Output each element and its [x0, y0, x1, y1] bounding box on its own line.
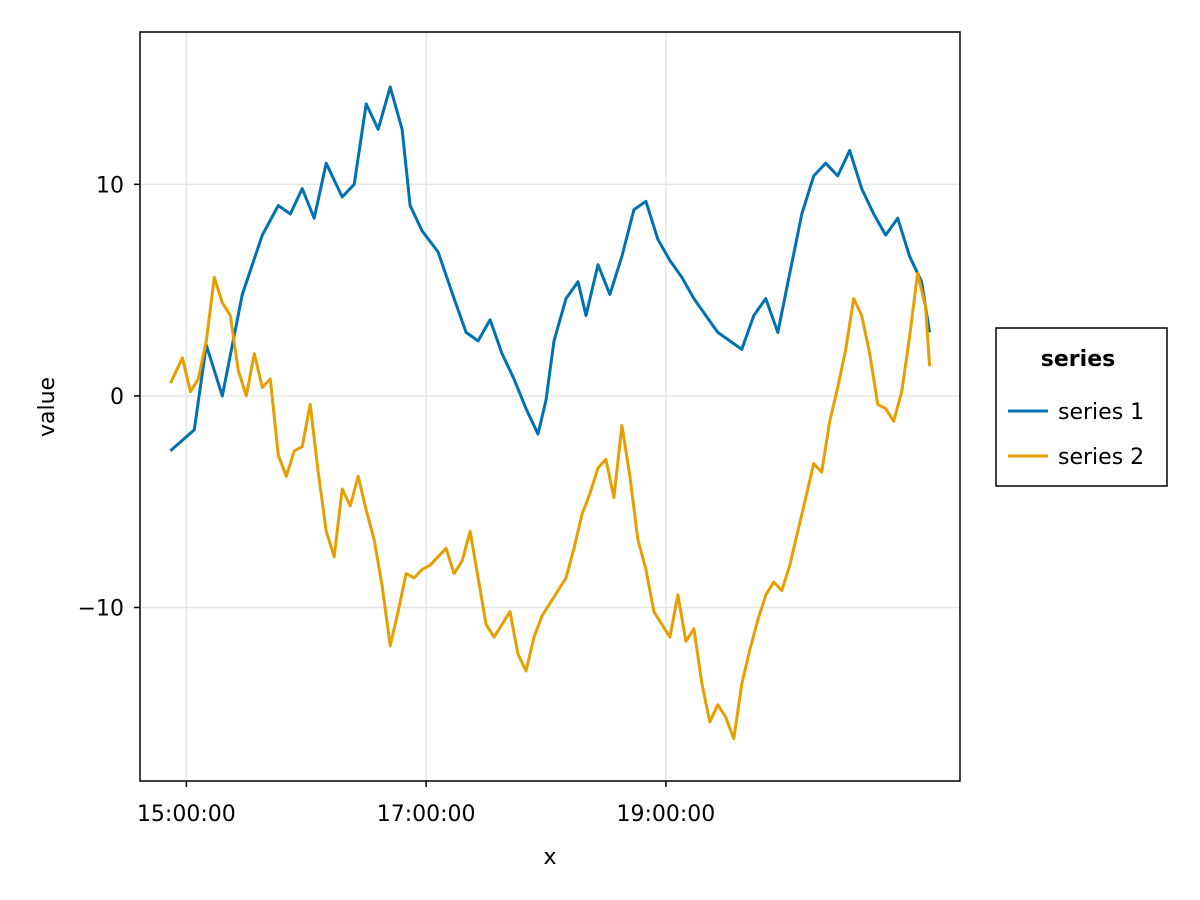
y-axis-label: value	[35, 377, 60, 437]
x-tick-label: 19:00:00	[616, 802, 715, 827]
legend-title: series	[1041, 347, 1115, 372]
y-tick-label: −10	[78, 597, 124, 622]
plot-frame	[139, 31, 961, 782]
y-axis-ticks: −10 0 10	[78, 173, 140, 622]
x-tick-label: 15:00:00	[137, 802, 236, 827]
legend-label-series-2: series 2	[1058, 445, 1144, 470]
legend-label-series-1: series 1	[1058, 400, 1144, 425]
legend-box	[995, 327, 1168, 487]
y-tick-label: 10	[96, 173, 124, 198]
legend: series series 1 series 2	[995, 327, 1168, 487]
y-tick-label: 0	[110, 385, 124, 410]
series-line-2	[169, 271, 932, 741]
series-lines	[169, 85, 932, 741]
x-axis-ticks: 15:00:00 17:00:00 19:00:00	[137, 781, 715, 827]
grid-lines	[140, 32, 960, 781]
x-tick-label: 17:00:00	[377, 802, 476, 827]
x-axis-label: x	[543, 845, 556, 870]
series-line-1	[169, 85, 932, 453]
